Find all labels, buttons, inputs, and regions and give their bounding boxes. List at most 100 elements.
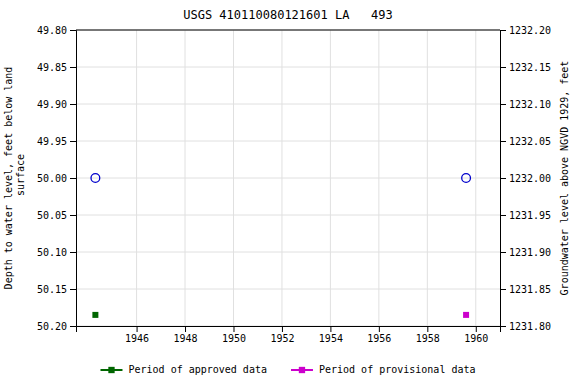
- series: [91, 174, 470, 183]
- tick-label: 1232.15: [509, 62, 551, 73]
- axis-title-line: surface: [15, 154, 26, 202]
- tick: 1231.85: [500, 284, 551, 295]
- axis: 1946 1948 1950 1952 1954 1956 1958 1960: [77, 326, 501, 344]
- tick-label: 1231.85: [509, 284, 551, 295]
- legend-label: Period of provisional data: [319, 364, 476, 375]
- tick-mark: [500, 289, 506, 290]
- grid-line: [76, 30, 500, 31]
- tick: 1954: [319, 326, 343, 344]
- legend-item: Period of approved data: [100, 364, 266, 375]
- tick: 50.20: [37, 321, 76, 332]
- tick-label: 1958: [416, 333, 440, 344]
- tick-mark: [70, 67, 76, 68]
- tick-mark: [500, 30, 506, 31]
- tick-mark: [427, 326, 428, 332]
- point: [463, 312, 469, 318]
- grid-line: [76, 141, 500, 142]
- tick-mark: [70, 30, 76, 31]
- tick: 1231.95: [500, 210, 551, 221]
- axis: 49.80 49.85 49.90 49.95 50.00 50.05 50.10 50.15…: [37, 25, 77, 332]
- tick-label: 1956: [367, 333, 391, 344]
- legend-swatch: [299, 367, 305, 373]
- tick: 1952: [270, 326, 294, 344]
- tick-label: 1232.10: [509, 99, 551, 110]
- tick-label: 1231.80: [509, 321, 551, 332]
- tick-mark: [500, 215, 506, 216]
- tick-label: 1232.00: [509, 173, 551, 184]
- tick: 50.10: [37, 247, 76, 258]
- tick: 49.85: [37, 62, 76, 73]
- tick: 1232.05: [500, 136, 551, 147]
- point: [91, 174, 100, 183]
- grid-line: [76, 178, 500, 179]
- tick-label: 1231.95: [509, 210, 551, 221]
- legend: Period of approved data Period of provisi…: [100, 364, 475, 375]
- tick-mark: [476, 326, 477, 332]
- tick-label: 50.00: [37, 173, 67, 184]
- tick-mark: [379, 326, 380, 332]
- tick: 1232.00: [500, 173, 551, 184]
- tick-mark: [500, 141, 506, 142]
- tick: 49.80: [37, 25, 76, 36]
- axis-title-line: Depth to water level, feet below land: [3, 67, 14, 290]
- tick: 1232.20: [500, 25, 551, 36]
- series: [92, 312, 98, 318]
- tick-mark: [500, 67, 506, 68]
- axis-title: Groundwater level above NGVD 1929, feet: [559, 61, 570, 296]
- axis-line: [77, 327, 501, 333]
- tick: 1232.10: [500, 99, 551, 110]
- grid-line: [76, 104, 500, 105]
- tick-mark: [70, 289, 76, 290]
- grid-line: [76, 252, 500, 253]
- axis: 1232.20 1232.15 1232.10 1232.05 1232.00 1231.…: [500, 25, 551, 332]
- tick: 50.15: [37, 284, 76, 295]
- axis-title: Depth to water level, feet below land su…: [3, 67, 26, 290]
- tick-label: 49.85: [37, 62, 67, 73]
- title: USGS 410110080121601 LA 493: [183, 8, 393, 22]
- tick-label: 1948: [173, 333, 197, 344]
- tick: 1232.15: [500, 62, 551, 73]
- tick-mark: [70, 215, 76, 216]
- tick-label: 49.95: [37, 136, 67, 147]
- tick-label: 1231.90: [509, 247, 551, 258]
- tick-label: 1954: [319, 333, 343, 344]
- legend-label: Period of approved data: [128, 364, 266, 375]
- tick-mark: [137, 326, 138, 332]
- tick-mark: [70, 252, 76, 253]
- marks: [91, 174, 470, 318]
- tick-label: 50.10: [37, 247, 67, 258]
- tick-mark: [70, 141, 76, 142]
- legend-item: Period of provisional data: [291, 364, 476, 375]
- tick: 1231.80: [500, 321, 551, 332]
- point: [92, 312, 98, 318]
- tick-label: 50.15: [37, 284, 67, 295]
- frame-line: [76, 30, 500, 31]
- tick-label: 1232.20: [509, 25, 551, 36]
- tick-mark: [185, 326, 186, 332]
- tick-label: 1950: [222, 333, 246, 344]
- plot: 1946194819501952195419561958196049.8049.…: [3, 25, 570, 344]
- tick-mark: [500, 104, 506, 105]
- grid: [76, 30, 500, 326]
- tick: 1946: [125, 326, 149, 344]
- tick-label: 1952: [270, 333, 294, 344]
- tick: 50.05: [37, 210, 76, 221]
- tick-mark: [330, 326, 331, 332]
- axis-line: [501, 31, 507, 327]
- tick-mark: [70, 104, 76, 105]
- tick: 1956: [367, 326, 391, 344]
- tick: 1948: [173, 326, 197, 344]
- tick: 1950: [222, 326, 246, 344]
- tick: 50.00: [37, 173, 76, 184]
- tick-mark: [500, 178, 506, 179]
- tick: 1960: [464, 326, 488, 344]
- tick-label: 49.80: [37, 25, 67, 36]
- tick: 1958: [416, 326, 440, 344]
- tick-label: 50.20: [37, 321, 67, 332]
- tick: 49.90: [37, 99, 76, 110]
- tick-label: 49.90: [37, 99, 67, 110]
- tick: 1231.90: [500, 247, 551, 258]
- tick: 49.95: [37, 136, 76, 147]
- tick-mark: [500, 326, 506, 327]
- point: [462, 174, 471, 183]
